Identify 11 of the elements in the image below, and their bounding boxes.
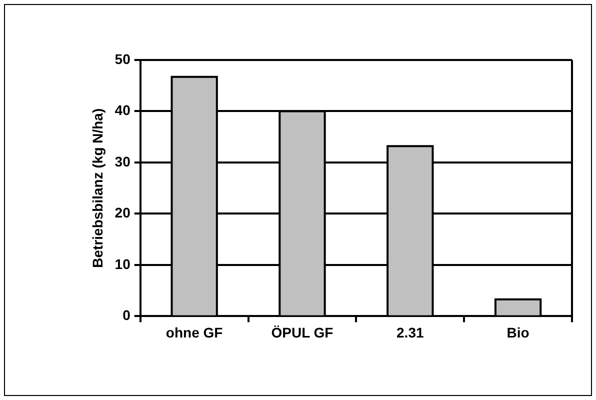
x-tick-label: Bio [506,324,530,340]
y-tick-label: 20 [114,204,131,221]
y-tick-label: 0 [122,307,131,324]
y-tick-label: 30 [114,153,131,170]
y-tick-label: 50 [114,50,131,67]
y-tick-label: 10 [114,256,131,272]
x-tick-label: ohne GF [166,324,224,340]
x-tick-label: ÖPUL GF [271,324,334,340]
y-axis-title: Betriebsbilanz (kg N/ha) [89,108,106,268]
x-tick-label: 2.31 [396,324,424,340]
y-tick-label: 40 [114,102,131,118]
